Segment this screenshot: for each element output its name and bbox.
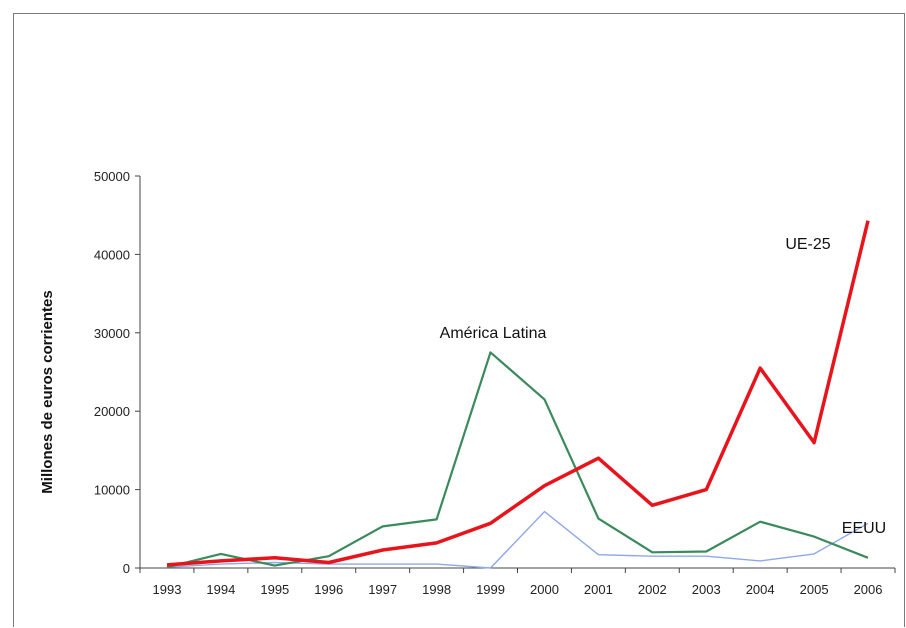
y-tick-label: 0 [123,561,130,576]
x-tick-label: 2001 [584,582,613,597]
series-label: EEUU [842,520,886,537]
x-tick-label: 1999 [476,582,505,597]
series-line-ue-25 [166,220,870,567]
x-tick-label: 1993 [153,582,182,597]
x-tick-label: 2004 [746,582,775,597]
x-tick-label: 1994 [206,582,235,597]
series-labels: UE-25 América Latina EEUU [440,236,887,537]
x-tick-label: 1998 [422,582,451,597]
y-ticks: 0 10000 20000 30000 40000 50000 [94,169,140,576]
x-tick-label: 1995 [260,582,289,597]
y-tick-label: 20000 [94,404,130,419]
x-tick-label: 2005 [800,582,829,597]
x-tick-label: 2002 [638,582,667,597]
axes [139,176,895,569]
y-tick-label: 30000 [94,326,130,341]
x-tick-label: 2000 [530,582,559,597]
series-line-eeuu [166,510,869,569]
x-tick-label: 1997 [368,582,397,597]
x-tick-label: 1996 [314,582,343,597]
y-axis-title: Millones de euros corrientes [39,290,56,493]
series-label: UE-25 [785,236,830,253]
x-tick-label: 2003 [692,582,721,597]
series-line-am-rica-latina [166,351,869,569]
x-ticks: 1993 1994 1995 1996 1997 1998 1999 2000 2001 2002… [139,568,896,597]
y-tick-label: 40000 [94,247,130,262]
series-label: América Latina [440,325,547,342]
x-tick-label: 2006 [854,582,883,597]
series-lines [166,220,870,569]
y-tick-label: 10000 [94,483,130,498]
y-tick-label: 50000 [94,169,130,184]
